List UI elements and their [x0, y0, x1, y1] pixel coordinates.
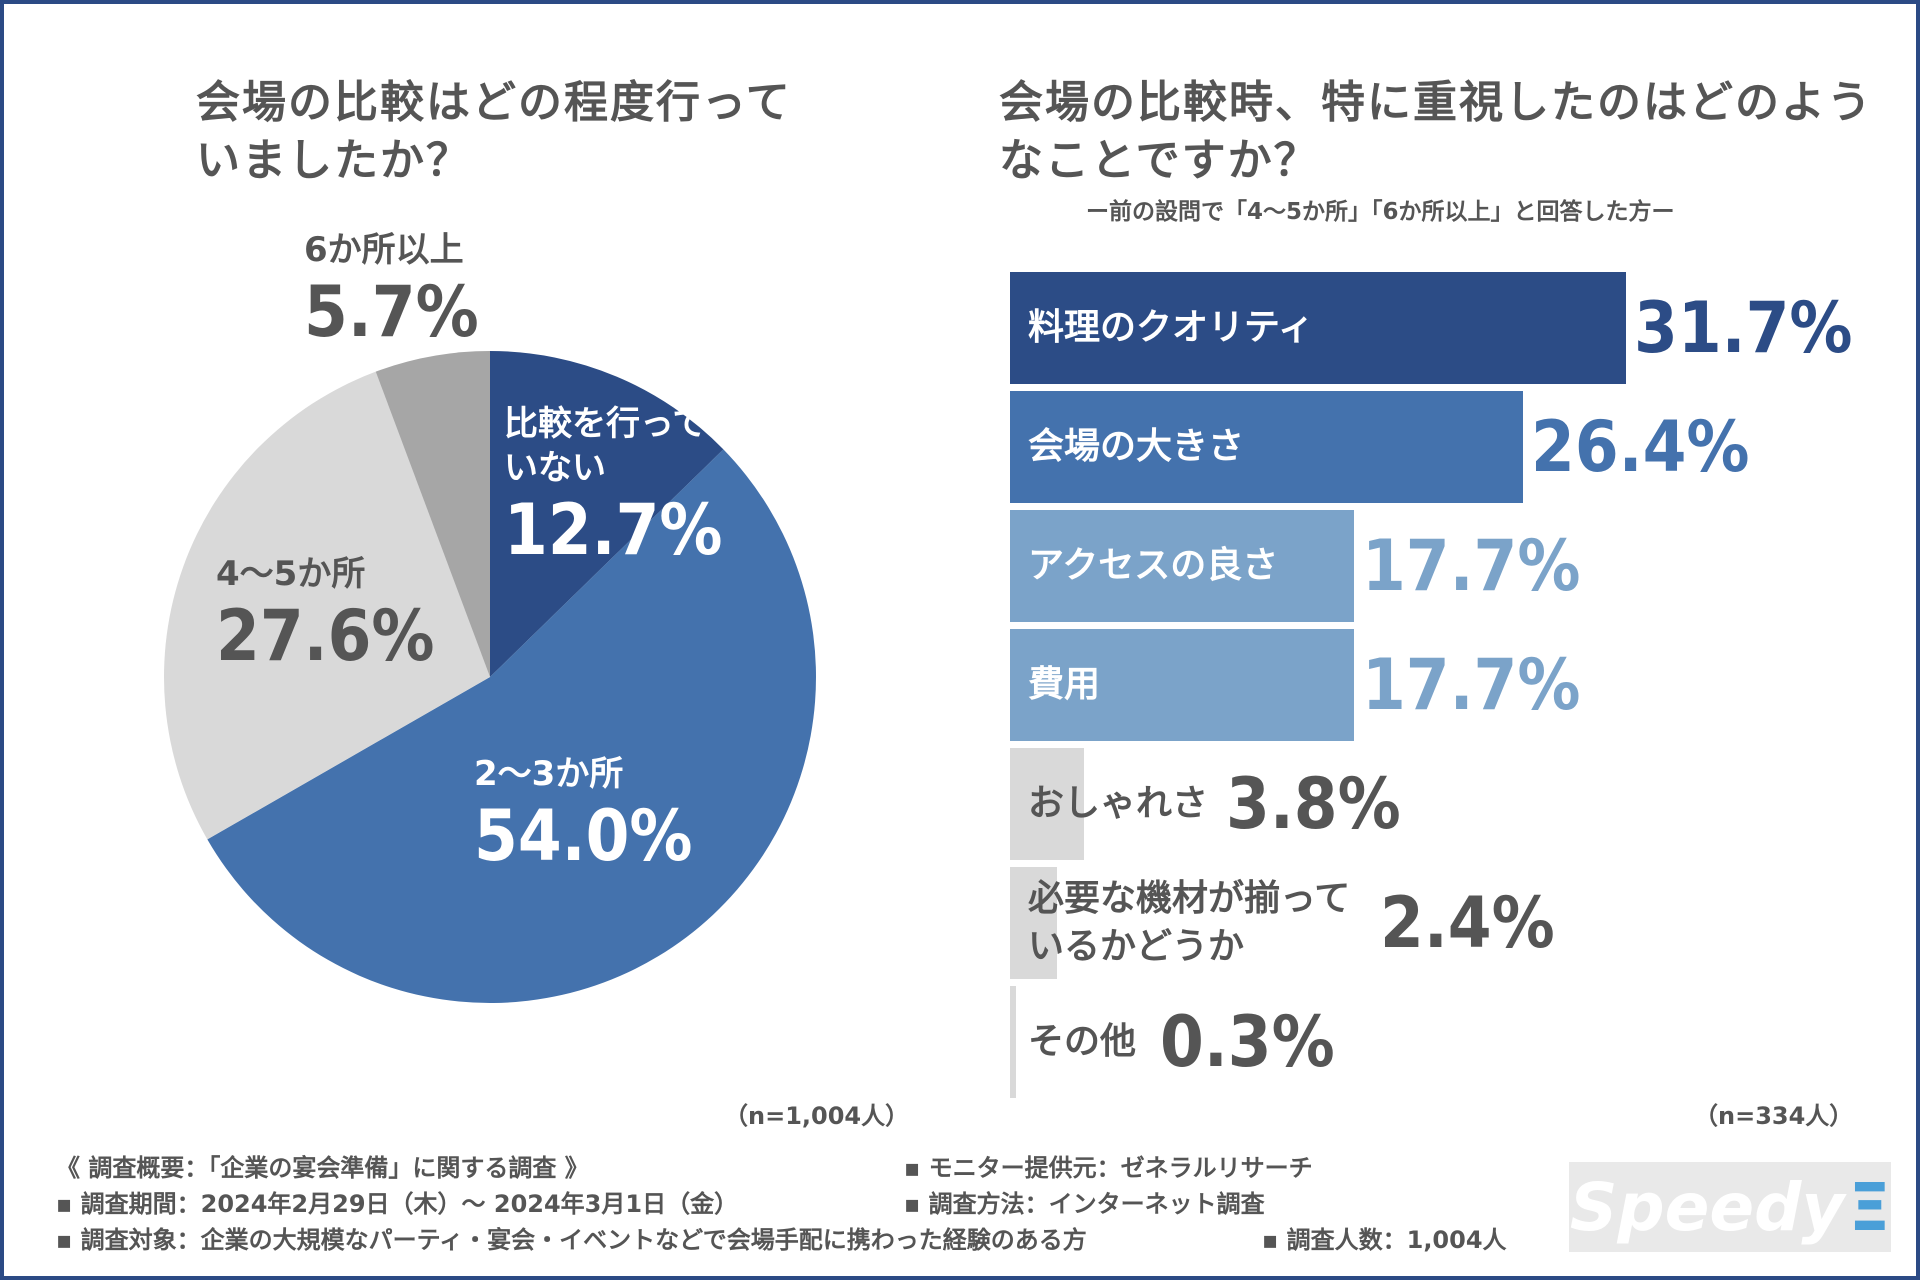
- bar-category-label: その他: [1028, 1021, 1137, 1062]
- survey-sample-size: ▪ 調査人数：1,004人: [1262, 1226, 1507, 1254]
- bar-chart-subtitle: ー前の設問で「4～5か所」「6か所以上」と回答した方ー: [1086, 199, 1675, 225]
- bar-row: 必要な機材が揃っているかどうか 2.4%: [1010, 867, 1870, 979]
- bar-category-label: 会場の大きさ: [1028, 426, 1245, 467]
- bar-mark: [1010, 272, 1626, 384]
- bar-chart-title: 会場の比較時、特に重視したのはどのようなことですか？: [999, 77, 1873, 186]
- bar-value-label: 0.3%: [1160, 1001, 1335, 1083]
- bar-mark: [1010, 748, 1084, 860]
- pie-chart-title: 会場の比較はどの程度行っていましたか？: [196, 77, 792, 186]
- pie-slice-category: 4～5か所: [216, 554, 366, 594]
- bar-row: 費用 17.7%: [1010, 629, 1870, 741]
- pie-slice-category: 6か所以上: [304, 230, 464, 270]
- bar-category-label: 料理のクオリティ: [1028, 307, 1314, 348]
- pie-slice-4: [375, 351, 490, 677]
- survey-title: 《 調査概要：「企業の宴会準備」に関する調査 》: [56, 1154, 589, 1182]
- pie-slice-label-4: 6か所以上 5.7%: [304, 228, 479, 352]
- pie-slice-label-1: 比較を行っていない 12.7%: [504, 402, 724, 570]
- bar-row: 料理のクオリティ 31.7%: [1010, 272, 1870, 384]
- pie-slice-3: [163, 371, 490, 840]
- pie-sample-size: （n=1,004人）: [724, 1102, 910, 1130]
- survey-provider: ▪ モニター提供元：ゼネラルリサーチ: [904, 1154, 1313, 1182]
- bar-category-label: 必要な機材が揃っているかどうか: [1028, 878, 1351, 967]
- bar-mark: [1010, 510, 1354, 622]
- bar-value-label: 26.4%: [1531, 406, 1750, 488]
- bar-category-label: 費用: [1028, 664, 1101, 705]
- pie-slice-1: [490, 351, 724, 677]
- bar-sample-size: （n=334人）: [1694, 1102, 1854, 1130]
- bar-mark: [1010, 391, 1523, 503]
- survey-method: ▪ 調査方法：インターネット調査: [904, 1190, 1265, 1218]
- bar-value-label: 31.7%: [1634, 287, 1853, 369]
- survey-target: ▪ 調査対象：企業の大規模なパーティ・宴会・イベントなどで会場手配に携わった経験…: [56, 1226, 1087, 1254]
- bar-mark: [1010, 986, 1016, 1098]
- bar-category-label: おしゃれさ: [1028, 783, 1209, 824]
- pie-slice-value: 54.0%: [474, 795, 693, 877]
- logo-text: Speedy: [1569, 1168, 1845, 1246]
- pie-slice-label-2: 2～3か所 54.0%: [474, 752, 692, 876]
- bar-mark: [1010, 629, 1354, 741]
- bar-row: その他 0.3%: [1010, 986, 1870, 1098]
- bar-value-label: 3.8%: [1226, 763, 1401, 845]
- pie-slice-2: [207, 449, 816, 1004]
- pie-slice-category: 2～3か所: [474, 754, 624, 794]
- bar-category-label: アクセスの良さ: [1028, 545, 1279, 586]
- bar-row: 会場の大きさ 26.4%: [1010, 391, 1870, 503]
- bar-mark: [1010, 867, 1057, 979]
- pie-slice-value: 12.7%: [504, 489, 723, 571]
- logo-mark-icon: Ξ: [1848, 1168, 1891, 1246]
- bar-row: おしゃれさ 3.8%: [1010, 748, 1870, 860]
- pie-chart: [163, 351, 816, 1004]
- survey-period: ▪ 調査期間：2024年2月29日（木）～ 2024年3月1日（金）: [56, 1190, 739, 1218]
- bar-value-label: 2.4%: [1380, 882, 1555, 964]
- pie-slice-category: 比較を行っていない: [504, 404, 707, 488]
- bar-row: アクセスの良さ 17.7%: [1010, 510, 1870, 622]
- bar-value-label: 17.7%: [1361, 644, 1581, 726]
- pie-slice-value: 27.6%: [216, 595, 435, 677]
- pie-slice-label-3: 4～5か所 27.6%: [216, 552, 434, 676]
- speedy-logo: Speedy Ξ: [1569, 1162, 1891, 1252]
- bar-value-label: 17.7%: [1361, 525, 1581, 607]
- pie-slice-value: 5.7%: [304, 271, 479, 353]
